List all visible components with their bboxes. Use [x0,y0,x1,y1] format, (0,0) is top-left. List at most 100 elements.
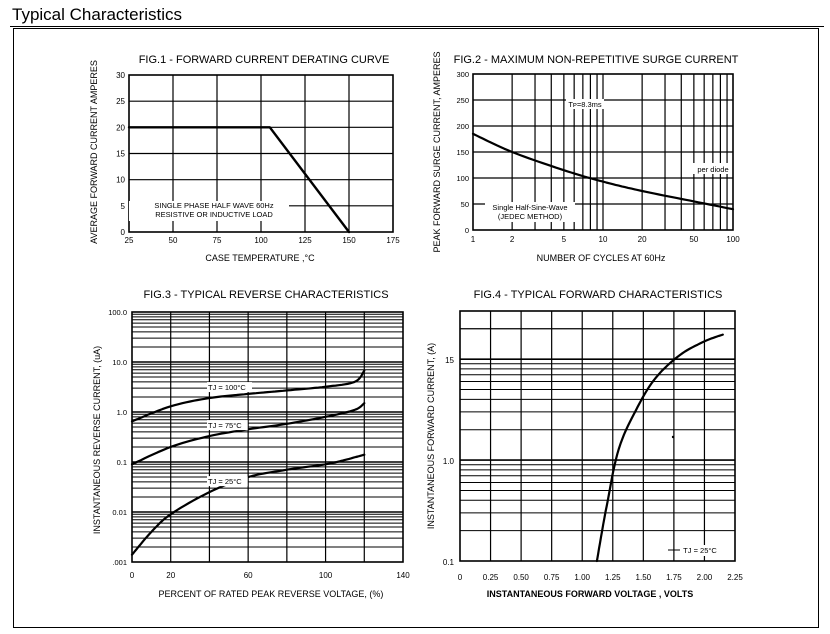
fig3-curve [130,453,366,556]
fig4-ytick: 1.0 [443,457,455,466]
fig2-xtick: 20 [638,235,647,244]
fig3-ytick: 100.0 [108,308,127,317]
fig1-xtick: 25 [125,236,134,245]
fig1-ytick: 20 [116,123,125,132]
fig4-plot-border [459,310,736,562]
fig4-xtick: 0.75 [544,573,560,582]
fig4-xtick: 0 [458,573,463,582]
fig3-chart: FIG.3 - TYPICAL REVERSE CHARACTERISTICS … [92,289,410,599]
fig3-curve-label-bg [207,382,252,393]
fig3-ylabel: INSTANTANEOUS REVERSE CURRENT, (uA) [92,346,102,534]
fig2-tick-labels: 1 2 5 10 20 50 100 0 50 100 150 200 250 300 [456,70,740,244]
fig2-title: FIG.2 - MAXIMUM NON-REPETITIVE SURGE CUR… [454,54,739,66]
fig1-xlabel: CASE TEMPERATURE ,°C [205,253,315,263]
fig2-chart: FIG.2 - MAXIMUM NON-REPETITIVE SURGE CUR… [432,51,740,263]
fig3-ytick: .001 [112,558,127,567]
fig2-per-diode-box [692,163,732,174]
fig3-curve-label-bg [207,420,248,431]
fig4-tick-labels: 0 0.25 0.50 0.75 1.00 1.25 1.50 1.75 2.00 2.25 0.1… [443,356,743,582]
fig1-xtick: 75 [213,236,222,245]
fig3-grid [131,311,404,563]
fig1-xtick: 100 [254,236,268,245]
fig1-xtick: 175 [386,236,400,245]
fig1-ytick: 25 [116,97,125,106]
fig1-xtick: 50 [169,236,178,245]
fig3-curve-label: TJ = 75°C [208,421,242,430]
fig3-xtick: 140 [396,571,410,580]
fig1-ytick: 5 [121,202,126,211]
fig4-xtick: 0.25 [483,573,499,582]
fig3-series [130,369,366,556]
fig2-ytick: 300 [456,70,469,79]
fig2-xtick: 50 [689,235,698,244]
fig1-xtick: 125 [298,236,312,245]
fig1-tick-labels: 25 50 75 100 125 150 175 0 5 10 15 20 25 30 [116,71,400,245]
fig2-xtick: 5 [562,235,567,244]
fig1-ytick: 0 [121,228,126,237]
fig2-series [471,132,735,211]
fig3-series-labels: TJ = 100°C TJ = 75°C TJ = 25°C [207,382,252,487]
fig1-series [127,126,351,234]
fig1-ytick: 15 [116,150,125,159]
fig4-xtick: 2.25 [727,573,743,582]
fig2-ytick: 200 [456,122,469,131]
fig2-annotation-2: (JEDEC METHOD) [498,212,563,221]
fig1-annotation-1: SINGLE PHASE HALF WAVE 60Hz [154,201,273,210]
fig1-derating-line [127,126,351,234]
fig1-annotation-box [129,201,289,221]
fig3-curve-label-bg [207,476,248,487]
fig3-xlabel: PERCENT OF RATED PEAK REVERSE VOLTAGE, (… [159,589,384,599]
fig3-xtick: 60 [244,571,253,580]
fig1-annotation-2: RESISTIVE OR INDUCTIVE LOAD [155,210,273,219]
fig1-title: FIG.1 - FORWARD CURRENT DERATING CURVE [139,54,390,66]
fig4-xtick: 1.25 [605,573,621,582]
fig4-xtick: 2.00 [697,573,713,582]
fig3-curve-label: TJ = 25°C [208,477,242,486]
fig3-tick-labels: 0 20 60 100 140 .001 0.01 0.1 1.0 10.0 100.0 [108,308,410,580]
fig3-plot-border [131,311,404,563]
fig3-xtick: 100 [319,571,333,580]
fig2-xlabel: NUMBER OF CYCLES AT 60Hz [537,253,666,263]
fig3-title: FIG.3 - TYPICAL REVERSE CHARACTERISTICS [143,289,388,301]
fig4-xtick: 1.00 [574,573,590,582]
fig1-ylabel: AVERAGE FORWARD CURRENT AMPERES [89,60,99,244]
fig2-ytick: 50 [461,200,469,209]
fig3-ytick: 0.1 [117,458,127,467]
fig2-ytick: 250 [456,96,469,105]
fig1-ytick: 30 [116,71,125,80]
fig4-forward-curve [595,333,724,563]
fig1-ytick: 10 [116,176,125,185]
figures-frame [13,28,819,628]
fig2-per-diode: per diode [697,165,728,174]
fig2-xtick: 10 [599,235,608,244]
fig3-curve [130,369,366,423]
fig4-xtick: 1.75 [666,573,682,582]
fig2-ytick: 100 [456,174,469,183]
fig2-ytick: 150 [456,148,469,157]
fig3-curve-label: TJ = 100°C [208,383,246,392]
fig4-series [595,333,724,563]
fig4-ylabel: INSTANTANEOUS FORWARD CURRENT, (A) [426,343,436,529]
fig1-chart: FIG.1 - FORWARD CURRENT DERATING CURVE 2… [89,54,400,263]
fig4-legend-label: TJ = 25°C [683,546,717,555]
fig4-xtick: 0.50 [513,573,529,582]
fig3-xtick: 20 [166,571,175,580]
fig2-surge-curve [471,132,735,211]
fig4-stray-dot [671,435,675,439]
fig4-legend-box [680,545,720,556]
fig4-chart: FIG.4 - TYPICAL FORWARD CHARACTERISTICS … [426,289,743,599]
fig4-grid [459,310,736,562]
fig2-ylabel: PEAK FORWARD SURGE CURRENT, AMPERES [432,51,442,252]
fig2-ytick: 0 [465,226,469,235]
page-title: Typical Characteristics [12,5,183,24]
fig3-curve [130,402,366,466]
fig4-xtick: 1.50 [636,573,652,582]
fig3-xtick: 0 [130,571,135,580]
fig2-xtick: 1 [471,235,476,244]
fig2-xtick: 2 [510,235,515,244]
fig2-annotation-1: Single Half-Sine-Wave [492,203,567,212]
fig3-ytick: 0.01 [112,508,127,517]
fig4-ytick: 15 [445,356,454,365]
fig1-xtick: 150 [342,236,356,245]
